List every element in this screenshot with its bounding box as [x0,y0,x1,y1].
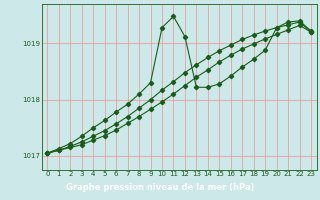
Text: Graphe pression niveau de la mer (hPa): Graphe pression niveau de la mer (hPa) [66,182,254,192]
